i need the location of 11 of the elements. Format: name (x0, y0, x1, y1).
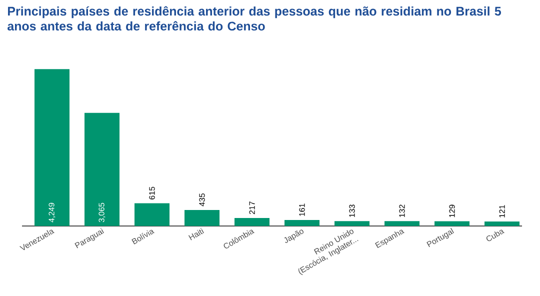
bar (434, 221, 470, 226)
bar (384, 221, 420, 226)
bar (234, 218, 270, 226)
bar (484, 222, 520, 226)
chart-title: Principais países de residência anterior das pessoas que não residiam no Brasil 5 anos antes da data de referência do Censo (8, 6, 501, 31)
bar (184, 210, 220, 226)
bar (284, 220, 320, 226)
bar (84, 112, 120, 226)
bar (334, 221, 370, 226)
bar (134, 203, 170, 226)
bar (34, 69, 70, 226)
